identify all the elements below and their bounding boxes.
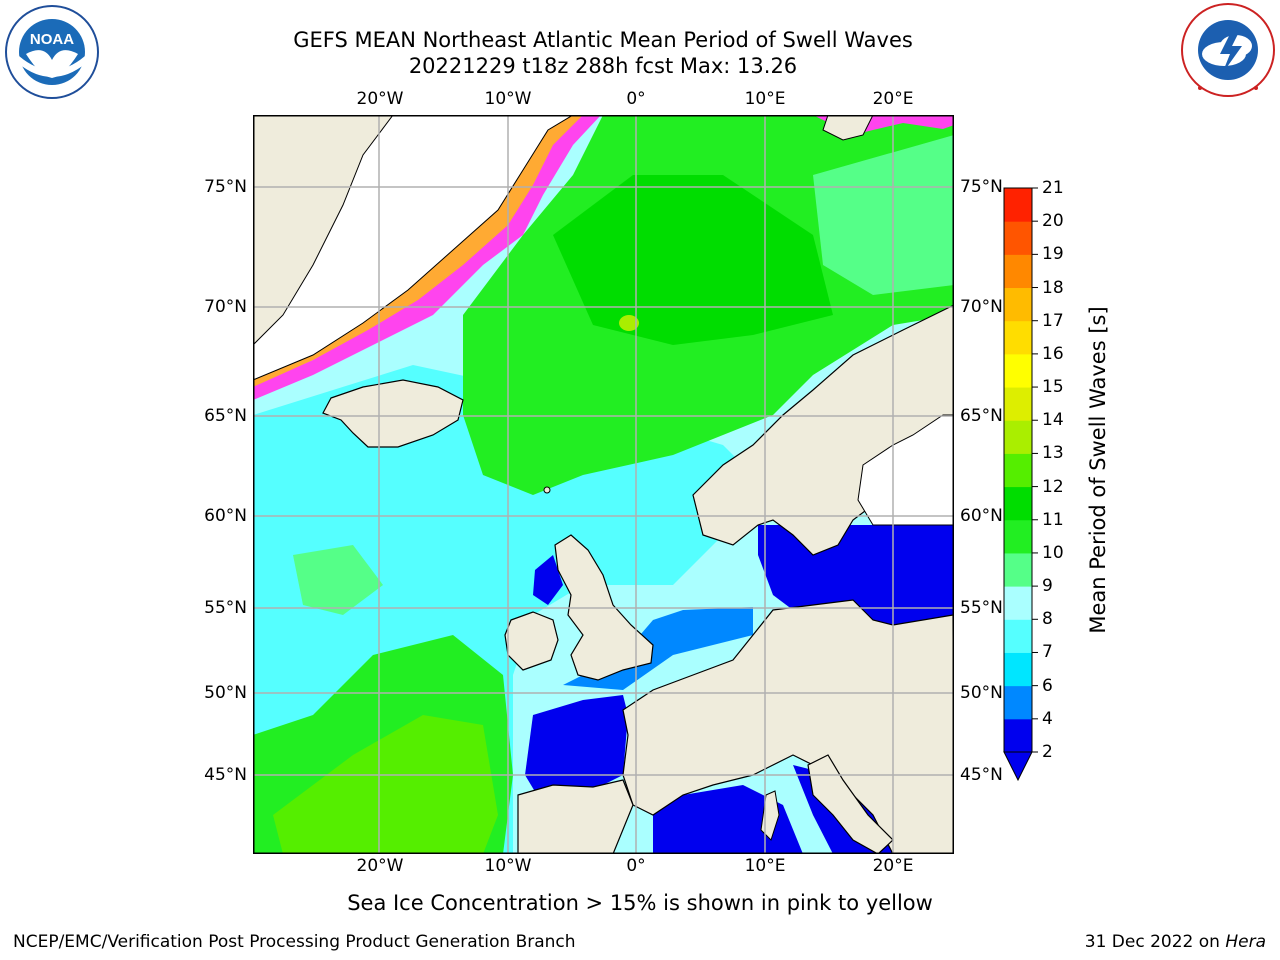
ireland (504, 611, 559, 671)
lat-label-right-65n: 65°N (960, 406, 1003, 426)
field-max-spot (619, 315, 639, 331)
lat-label-left-50n: 50°N (204, 683, 247, 703)
italy (807, 754, 894, 854)
colorbar-segment (1004, 586, 1032, 620)
colorbar (1003, 187, 1038, 782)
lon-label-bottom-20w: 20°W (356, 856, 404, 876)
colorbar-tick-label: 2 (1042, 742, 1053, 762)
colorbar-tick-label: 6 (1042, 675, 1053, 696)
colorbar-segment (1004, 420, 1032, 454)
chart-title: GEFS MEAN Northeast Atlantic Mean Period… (293, 28, 913, 52)
lat-label-left-70n: 70°N (204, 297, 247, 317)
colorbar-segment (1004, 287, 1032, 322)
noaa-logo: NOAA (5, 5, 99, 99)
chart-subtitle: 20221229 t18z 288h fcst Max: 13.26 (408, 54, 798, 78)
colorbar-tick-label: 10 (1042, 542, 1064, 563)
colorbar-tick-label: 18 (1042, 277, 1064, 298)
colorbar-tick-label: 19 (1042, 244, 1064, 265)
continent (622, 599, 954, 854)
lon-label-top-10e: 10°E (744, 89, 786, 109)
colorbar-tick-label: 4 (1042, 708, 1053, 729)
footer-date: 31 Dec 2022 on Hera (1085, 932, 1266, 952)
lon-label-top-20w: 20°W (356, 89, 404, 109)
blue-irish-sea (533, 555, 563, 605)
colorbar-extend-arrow (1003, 751, 1033, 782)
map-border (253, 115, 954, 854)
lon-label-top-10w: 10°W (484, 89, 532, 109)
colorbar-tick-label: 20 (1042, 211, 1064, 232)
lon-label-bottom-0: 0° (626, 856, 646, 876)
colorbar-tick-label: 9 (1042, 576, 1053, 597)
footer-machine: Hera (1225, 932, 1266, 952)
footer-credit: NCEP/EMC/Verification Post Processing Pr… (13, 932, 576, 952)
colorbar-segment (1004, 254, 1032, 289)
lat-label-right-75n: 75°N (960, 177, 1003, 197)
colorbar-segment (1004, 221, 1032, 255)
field-green-south-2 (273, 715, 498, 854)
lon-label-top-0: 0° (626, 89, 646, 109)
lat-label-left-65n: 65°N (204, 406, 247, 426)
field-green-patch (293, 545, 383, 615)
blue-biscay (525, 695, 628, 805)
faroe (543, 486, 551, 494)
sea-ice (253, 115, 601, 400)
lon-label-bottom-10e: 10°E (744, 856, 786, 876)
colorbar-border (1003, 187, 1033, 753)
iceland (322, 379, 464, 448)
colorbar-tick-label: 11 (1042, 509, 1064, 530)
lat-label-right-55n: 55°N (960, 598, 1003, 618)
colorbar-segment (1004, 619, 1032, 653)
footer-date-text: 31 Dec 2022 on (1084, 932, 1226, 952)
svalbard (822, 115, 874, 141)
colorbar-segment (1004, 718, 1032, 753)
colorbar-tick-label: 8 (1042, 609, 1053, 630)
lon-label-bottom-20e: 20°E (872, 856, 914, 876)
graticule (253, 115, 954, 854)
colorbar-segment (1004, 387, 1032, 421)
lat-label-left-75n: 75°N (204, 177, 247, 197)
swell-period-map (253, 115, 954, 854)
lat-label-left-60n: 60°N (204, 506, 247, 526)
field-green-east (813, 135, 954, 295)
lat-label-right-45n: 45°N (960, 765, 1003, 785)
colorbar-tick-label: 16 (1042, 343, 1064, 364)
colorbar-tick-label: 14 (1042, 410, 1064, 431)
greenland-ice-free (253, 115, 394, 346)
colorbar-tick-label: 13 (1042, 443, 1064, 464)
colorbar-segment (1004, 519, 1032, 554)
colorbar-segment (1004, 652, 1032, 687)
colorbar-segment (1004, 685, 1032, 720)
colorbar-segment (1004, 188, 1032, 222)
iberia (517, 779, 634, 854)
noaa-logo-text: NOAA (30, 31, 74, 48)
colorbar-segment (1004, 453, 1032, 488)
lat-label-left-45n: 45°N (204, 765, 247, 785)
sea-ice-2 (253, 115, 583, 387)
field-green-north-2 (553, 175, 833, 345)
colorbar-segment (1004, 353, 1032, 388)
lon-label-bottom-10w: 10°W (484, 856, 532, 876)
colorbar-segment (1004, 552, 1032, 587)
lon-label-top-20e: 20°E (872, 89, 914, 109)
nws-logo (1181, 3, 1275, 97)
colorbar-segment (1004, 486, 1032, 521)
colorbar-segment (1004, 320, 1032, 355)
lat-label-right-70n: 70°N (960, 297, 1003, 317)
colorbar-tick-label: 17 (1042, 310, 1064, 331)
gulf-bothnia (857, 414, 954, 526)
colorbar-tick-label: 21 (1042, 178, 1064, 198)
colorbar-tick-label: 12 (1042, 476, 1064, 497)
colorbar-label: Mean Period of Swell Waves [s] (1086, 306, 1110, 634)
sea-ice-note: Sea Ice Concentration > 15% is shown in … (347, 891, 933, 915)
lat-label-right-50n: 50°N (960, 683, 1003, 703)
colorbar-tick-label: 7 (1042, 642, 1053, 663)
lat-label-right-60n: 60°N (960, 506, 1003, 526)
colorbar-tick-label: 15 (1042, 377, 1064, 398)
lat-label-left-55n: 55°N (204, 598, 247, 618)
